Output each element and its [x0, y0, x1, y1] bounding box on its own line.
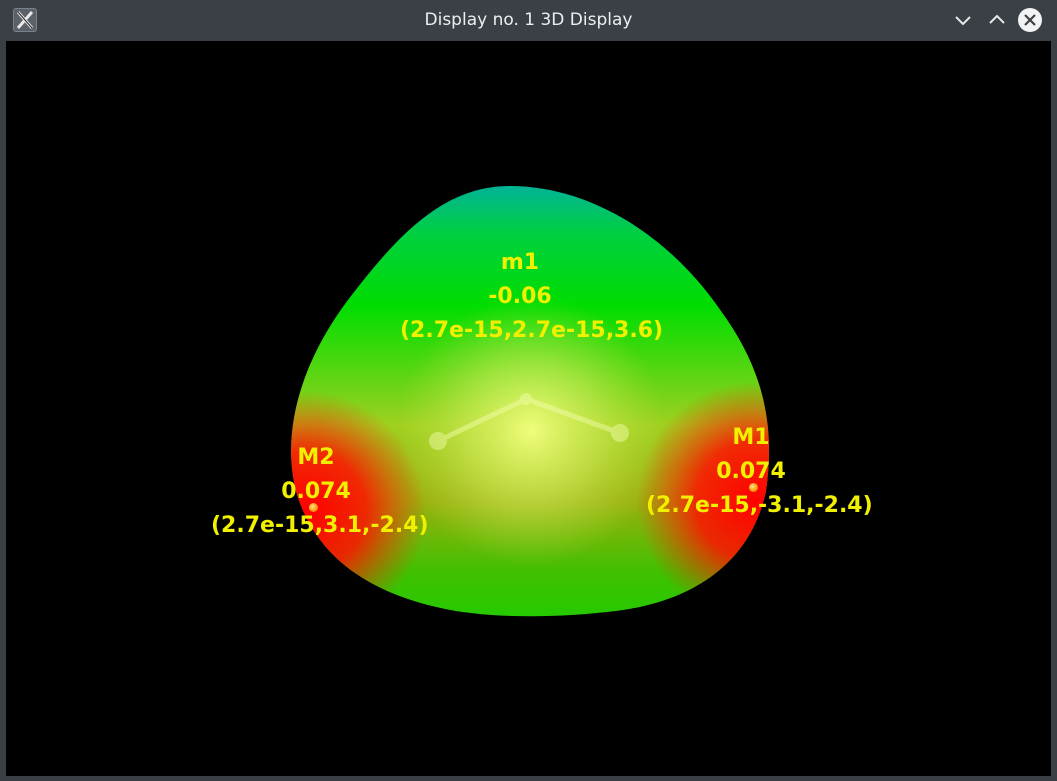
- marker-label-M1: M1 0.074 (2.7e-15,-3.1,-2.4): [646, 421, 873, 523]
- x11-app-icon[interactable]: [13, 8, 37, 32]
- marker-name: m1: [500, 250, 540, 275]
- marker-name: M2: [297, 445, 335, 470]
- 3d-viewport[interactable]: m1 -0.06 (2.7e-15,2.7e-15,3.6) M1 0.074 …: [6, 41, 1051, 776]
- marker-label-m1: m1 -0.06 (2.7e-15,2.7e-15,3.6): [400, 246, 664, 348]
- radiation-pattern-surface: [291, 186, 769, 617]
- close-icon: [1024, 14, 1036, 26]
- marker-value: 0.074: [716, 459, 786, 484]
- marker-value: 0.074: [281, 479, 351, 504]
- chevron-down-icon: [955, 16, 971, 26]
- marker-coords: (2.7e-15,3.1,-2.4): [211, 513, 429, 538]
- marker-point-M2[interactable]: [309, 503, 318, 512]
- chevron-up-icon: [989, 14, 1005, 24]
- maximize-button[interactable]: [985, 8, 1009, 32]
- marker-value: -0.06: [488, 284, 552, 309]
- window-title: Display no. 1 3D Display: [424, 10, 633, 30]
- close-button[interactable]: [1018, 8, 1042, 32]
- marker-label-M2: M2 0.074 (2.7e-15,3.1,-2.4): [211, 441, 429, 543]
- minimize-button[interactable]: [951, 8, 975, 32]
- marker-coords: (2.7e-15,2.7e-15,3.6): [400, 318, 664, 343]
- axis-wireframe: [429, 393, 629, 450]
- marker-name: M1: [732, 425, 770, 450]
- marker-point-M1[interactable]: [749, 483, 758, 492]
- title-bar[interactable]: Display no. 1 3D Display: [0, 0, 1057, 40]
- x11-logo-icon: [16, 11, 34, 29]
- marker-coords: (2.7e-15,-3.1,-2.4): [646, 493, 873, 518]
